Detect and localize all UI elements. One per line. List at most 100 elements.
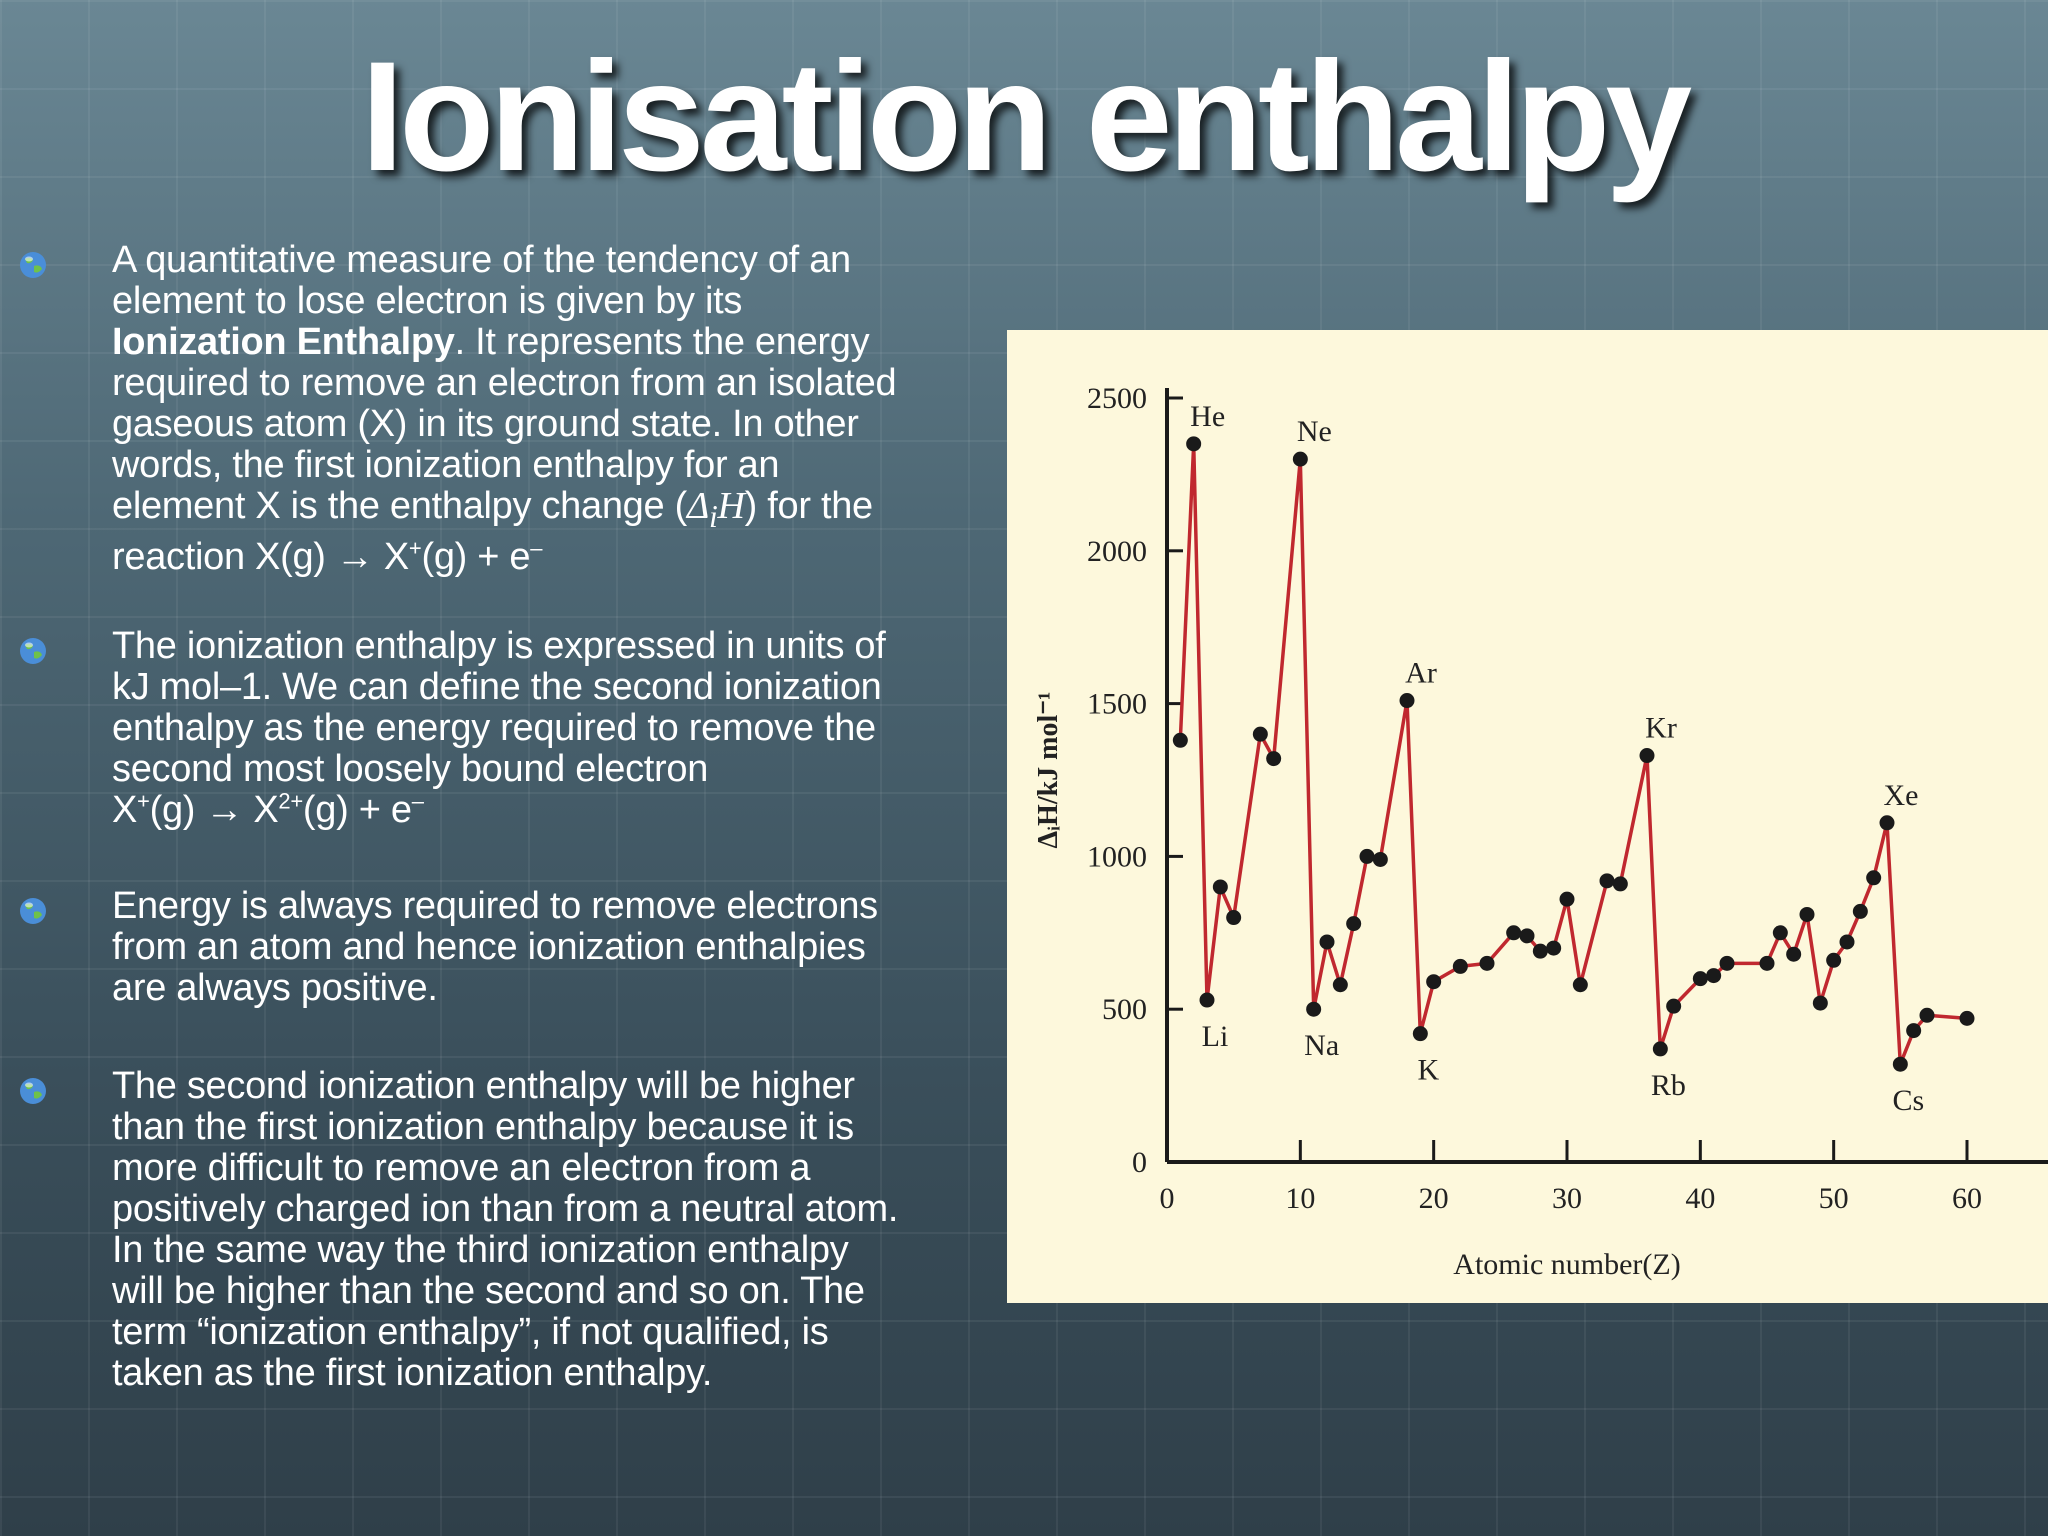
data-point xyxy=(1852,903,1868,919)
x-tick-label: 20 xyxy=(1419,1182,1449,1215)
data-point xyxy=(1412,1026,1428,1042)
data-point xyxy=(1919,1007,1935,1023)
text-line: The second ionization enthalpy will be h… xyxy=(112,1065,855,1107)
text-line: positively charged ion than from a neutr… xyxy=(112,1188,899,1230)
element-label: Xe xyxy=(1884,779,1919,812)
x-tick-label: 60 xyxy=(1952,1182,1982,1215)
text-line: Energy is always required to remove elec… xyxy=(112,885,878,927)
superscript: 2+ xyxy=(278,788,303,814)
ionization-chart: 0 500 1000 1500 2000 2500 0 10 20 30 40 50 60 Atomic … xyxy=(1007,330,2048,1303)
text-run: X xyxy=(112,789,138,831)
data-point xyxy=(1692,971,1708,987)
data-point xyxy=(1639,748,1655,764)
data-point xyxy=(1612,876,1628,892)
bullet-text: A quantitative measure of the tendency o… xyxy=(112,240,992,578)
text-line: element to lose electron is given by its xyxy=(112,280,743,322)
y-tick-label: 2000 xyxy=(1087,535,1147,568)
superscript: + xyxy=(408,534,422,560)
data-point xyxy=(1799,906,1815,922)
text-line: A quantitative measure of the tendency o… xyxy=(112,239,851,281)
data-point xyxy=(1839,934,1855,950)
data-point xyxy=(1959,1010,1975,1026)
text-line: element X is the enthalpy change (ΔiH) f… xyxy=(112,486,992,537)
bullet-text: The ionization enthalpy is expressed in … xyxy=(112,626,992,831)
data-point xyxy=(1559,891,1575,907)
globe-icon xyxy=(20,638,46,664)
data-point xyxy=(1452,958,1468,974)
data-point xyxy=(1252,726,1268,742)
data-point xyxy=(1519,928,1535,944)
data-point xyxy=(1532,943,1548,959)
element-label: He xyxy=(1190,400,1225,433)
y-tick-label: 0 xyxy=(1132,1146,1147,1179)
text-run: element X is the enthalpy change ( xyxy=(112,485,687,527)
data-point xyxy=(1332,977,1348,993)
text-line: are always positive. xyxy=(112,967,438,1009)
text-line: kJ mol–1. We can define the second ioniz… xyxy=(112,666,882,708)
data-point xyxy=(1812,995,1828,1011)
text-run: (g) + e xyxy=(421,535,531,578)
bullet-text: Energy is always required to remove elec… xyxy=(112,886,992,1009)
data-point xyxy=(1572,977,1588,993)
data-point xyxy=(1666,998,1682,1014)
data-point xyxy=(1786,946,1802,962)
text-line: second most loosely bound electron xyxy=(112,748,709,790)
text-line: more difficult to remove an electron fro… xyxy=(112,1147,811,1189)
element-label: Cs xyxy=(1892,1084,1924,1117)
data-point xyxy=(1426,974,1442,990)
data-point xyxy=(1772,925,1788,941)
data-point xyxy=(1479,955,1495,971)
data-point xyxy=(1892,1056,1908,1072)
data-point xyxy=(1226,910,1242,926)
y-axis-label: ΔᵢH/kJ mol⁻¹ xyxy=(1033,692,1064,849)
y-tick-label: 500 xyxy=(1102,993,1147,1026)
text-line: gaseous atom (X) in its ground state. In… xyxy=(112,403,859,445)
element-label: K xyxy=(1417,1054,1439,1087)
element-label: Ne xyxy=(1297,415,1332,448)
data-point xyxy=(1186,436,1202,452)
bold-term: Ionization Enthalpy xyxy=(112,321,455,363)
text-line: required to remove an electron from an i… xyxy=(112,362,897,404)
data-point xyxy=(1759,955,1775,971)
globe-icon xyxy=(20,1078,46,1104)
data-point xyxy=(1546,940,1562,956)
globe-icon xyxy=(20,252,46,278)
data-point xyxy=(1652,1041,1668,1057)
y-tick-label: 2500 xyxy=(1087,382,1147,415)
chart-svg: 0 500 1000 1500 2000 2500 0 10 20 30 40 50 60 Atomic … xyxy=(1033,382,2048,1281)
x-tick-label: 50 xyxy=(1819,1182,1849,1215)
data-point xyxy=(1292,451,1308,467)
data-point xyxy=(1346,916,1362,932)
x-tick-label: 0 xyxy=(1160,1182,1175,1215)
text-line: will be higher than the second and so on… xyxy=(112,1270,865,1312)
data-point xyxy=(1199,992,1215,1008)
data-point xyxy=(1599,873,1615,889)
y-tick-label: 1500 xyxy=(1087,688,1147,721)
data-point xyxy=(1826,952,1842,968)
data-point xyxy=(1212,879,1228,895)
x-axis-label: Atomic number(Z) xyxy=(1453,1248,1680,1281)
data-point xyxy=(1506,925,1522,941)
text-run: (g) + e xyxy=(302,789,412,831)
series-line xyxy=(1178,442,1968,1066)
text-line: term “ionization enthalpy”, if not quali… xyxy=(112,1311,829,1353)
data-point xyxy=(1706,968,1722,984)
text-run: reaction X(g) → X xyxy=(112,535,409,578)
element-label: Kr xyxy=(1645,712,1677,745)
superscript: – xyxy=(530,534,543,560)
superscript: – xyxy=(411,788,424,814)
y-tick-label: 1000 xyxy=(1087,840,1147,873)
data-point xyxy=(1879,815,1895,831)
data-point xyxy=(1172,732,1188,748)
text-run: ) for the xyxy=(744,485,874,527)
globe-icon xyxy=(20,898,46,924)
delta-symbol: Δ xyxy=(686,485,709,527)
data-point xyxy=(1906,1023,1922,1039)
data-point xyxy=(1359,848,1375,864)
slide-title: Ionisation enthalpy xyxy=(360,30,1692,204)
h-symbol: H xyxy=(717,485,745,527)
text-line: taken as the first ionization enthalpy. xyxy=(112,1352,713,1394)
text-line: Ionization Enthalpy. It represents the e… xyxy=(112,322,992,363)
data-point xyxy=(1306,1001,1322,1017)
data-point xyxy=(1319,934,1335,950)
